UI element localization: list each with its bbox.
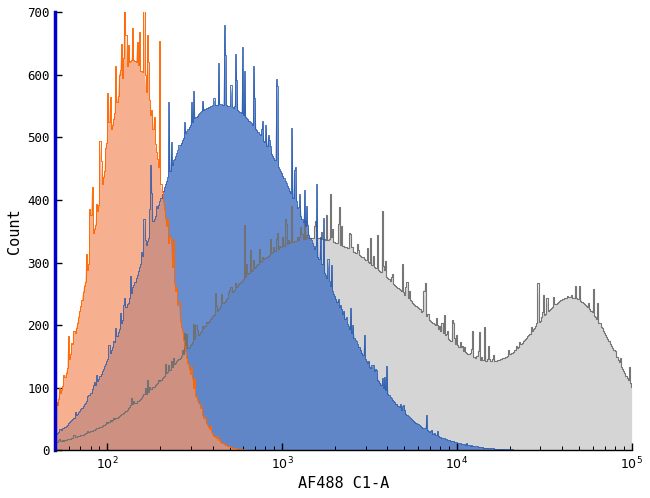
Y-axis label: Count: Count (7, 208, 22, 254)
X-axis label: AF488 C1-A: AF488 C1-A (298, 476, 389, 491)
